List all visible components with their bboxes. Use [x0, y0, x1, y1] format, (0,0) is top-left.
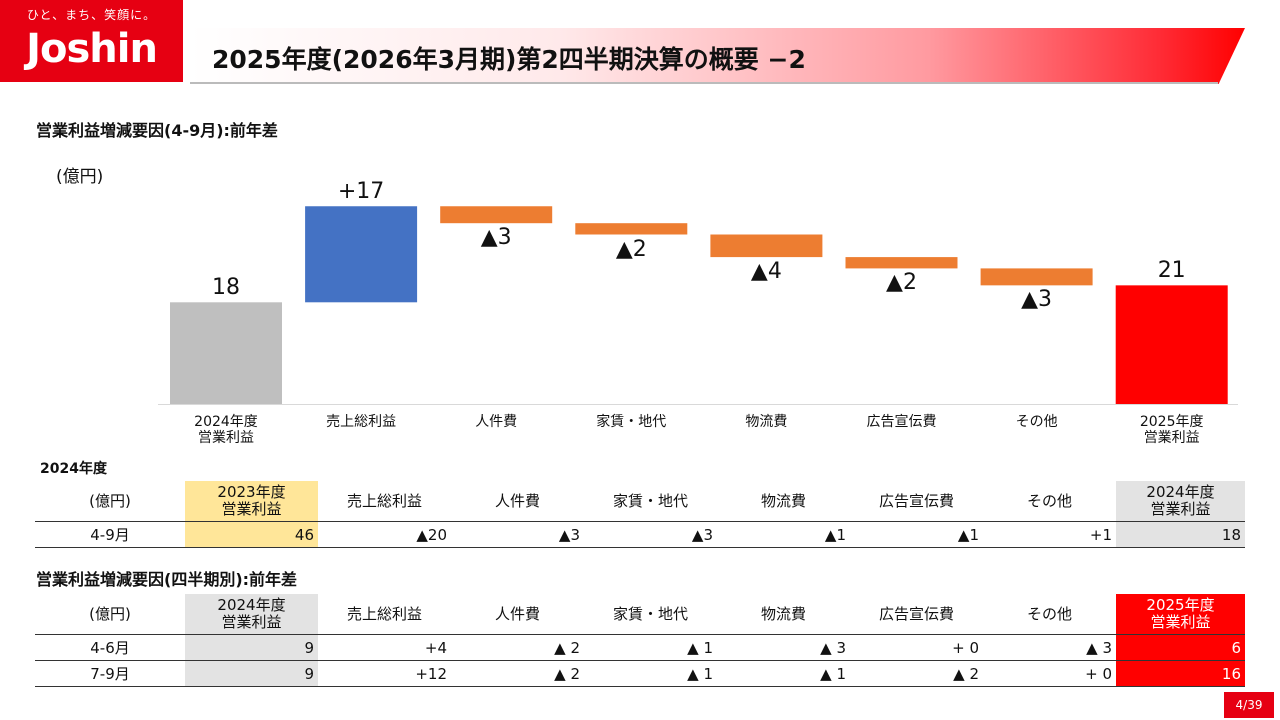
title-underline	[190, 82, 1218, 84]
category-label-gross-profit: 売上総利益	[326, 414, 397, 430]
data-label-logistics: ▲4	[750, 259, 782, 285]
table-cell: ▲1	[850, 521, 983, 548]
table1-header-unit: (億円)	[89, 491, 131, 510]
bar-rent	[575, 223, 688, 235]
table-cell: ▲ 1	[717, 660, 850, 687]
data-label-gross-profit: +17	[337, 179, 385, 205]
table2-header-row: (億円) 2024年度 営業利益 売上総利益 人件費 家賃・地代 物流費 広告宣伝…	[35, 594, 1245, 635]
table-row: 7-9月 9 +12 ▲ 2 ▲ 1 ▲ 1 ▲ 2 + 0 16	[35, 660, 1245, 687]
table-cell: ▲ 2	[850, 660, 983, 687]
table-cell: ▲ 1	[584, 634, 717, 661]
table1-year-label: 2024年度	[40, 461, 107, 477]
table-quarterly-breakdown: (億円) 2024年度 営業利益 売上総利益 人件費 家賃・地代 物流費 広告宣伝…	[35, 594, 1245, 687]
table-cell: ▲ 2	[451, 634, 584, 661]
data-label-rent: ▲2	[615, 236, 647, 262]
category-label-base-curr: 2025年度 営業利益	[1139, 414, 1204, 446]
table-cell: ▲3	[584, 521, 717, 548]
section-title-quarterly: 営業利益増減要因(四半期別):前年差	[36, 570, 298, 589]
table2-header-advertising: 広告宣伝費	[878, 604, 954, 623]
bar-base-curr	[1115, 285, 1228, 404]
table-cell: ▲ 3	[717, 634, 850, 661]
table-cell: 18	[1116, 521, 1245, 548]
table2-header-unit: (億円)	[89, 604, 131, 623]
bar-base-prev	[170, 302, 282, 404]
bar-personnel	[440, 206, 553, 224]
table-cell: 46	[185, 521, 318, 548]
table-cell: 9	[185, 660, 318, 687]
table-cell: 6	[1116, 634, 1245, 661]
table1-header-base-curr: 2024年度 営業利益	[1116, 481, 1245, 522]
category-label-rent: 家賃・地代	[596, 414, 667, 430]
data-label-personnel: ▲3	[480, 225, 512, 251]
table-cell: ▲1	[717, 521, 850, 548]
category-label-logistics: 物流費	[745, 414, 788, 430]
table2-header-base-curr: 2025年度 営業利益	[1116, 594, 1245, 635]
table2-header-personnel: 人件費	[494, 604, 540, 623]
category-label-advertising: 広告宣伝費	[866, 414, 937, 430]
bar-gross-profit	[305, 206, 418, 303]
logo-tagline: ひと、まち、笑顔に。	[26, 8, 157, 22]
table1-header-logistics: 物流費	[760, 491, 806, 510]
data-label-base-prev: 18	[212, 275, 240, 301]
table2-header-rent: 家賃・地代	[612, 604, 688, 623]
logo: ひと、まち、笑顔に。 Joshin	[0, 0, 183, 82]
table1-header-gross-profit: 売上総利益	[346, 491, 422, 510]
table-cell: ▲3	[451, 521, 584, 548]
table1-header-advertising: 広告宣伝費	[878, 491, 954, 510]
table-cell: +12	[318, 660, 451, 687]
table2-header-other: その他	[1026, 604, 1072, 623]
table-period-breakdown: (億円) 2023年度 営業利益 売上総利益 人件費 家賃・地代 物流費 広告宣伝…	[35, 481, 1245, 548]
table1-header-personnel: 人件費	[494, 491, 540, 510]
table2-header-logistics: 物流費	[760, 604, 806, 623]
table2-header-gross-profit: 売上総利益	[346, 604, 422, 623]
logo-name: Joshin	[26, 26, 158, 72]
category-label-personnel: 人件費	[475, 414, 518, 430]
table-cell: ▲ 2	[451, 660, 584, 687]
chart-unit-label: (億円)	[56, 167, 104, 187]
table-cell: 9	[185, 634, 318, 661]
section-title-period: 営業利益増減要因(4-9月):前年差	[36, 121, 278, 140]
bar-logistics	[710, 234, 823, 258]
data-label-other: ▲3	[1021, 287, 1053, 313]
table-cell: + 0	[983, 660, 1116, 687]
table-cell: ▲ 1	[584, 660, 717, 687]
row-label: 4-6月	[35, 634, 185, 661]
waterfall-chart	[158, 206, 1238, 405]
table-row: 4-6月 9 +4 ▲ 2 ▲ 1 ▲ 3 + 0 ▲ 3 6	[35, 634, 1245, 661]
table1-header-row: (億円) 2023年度 営業利益 売上総利益 人件費 家賃・地代 物流費 広告宣伝…	[35, 481, 1245, 522]
table-cell: +4	[318, 634, 451, 661]
row-label: 7-9月	[35, 660, 185, 687]
category-label-base-prev: 2024年度 営業利益	[194, 414, 258, 446]
table-cell: +1	[983, 521, 1116, 548]
bar-advertising	[845, 257, 958, 269]
row-label: 4-9月	[35, 521, 185, 548]
table1-header-other: その他	[1026, 491, 1072, 510]
page-title: 2025年度(2026年3月期)第2四半期決算の概要 −2	[212, 45, 806, 74]
table-row: 4-9月 46 ▲20 ▲3 ▲3 ▲1 ▲1 +1 18	[35, 521, 1245, 548]
category-label-other: その他	[1015, 414, 1058, 430]
table1-header-rent: 家賃・地代	[612, 491, 688, 510]
table-cell: + 0	[850, 634, 983, 661]
table2-header-base-prev: 2024年度 営業利益	[185, 594, 318, 635]
data-label-base-curr: 21	[1157, 258, 1186, 284]
table1-header-base-prev: 2023年度 営業利益	[185, 481, 318, 522]
table-cell: ▲ 3	[983, 634, 1116, 661]
data-label-advertising: ▲2	[886, 270, 917, 296]
page-number: 4/39	[1224, 692, 1274, 718]
bar-other	[980, 268, 1093, 286]
title-band	[190, 28, 1245, 84]
table-cell: ▲20	[318, 521, 451, 548]
table-cell: 16	[1116, 660, 1245, 687]
